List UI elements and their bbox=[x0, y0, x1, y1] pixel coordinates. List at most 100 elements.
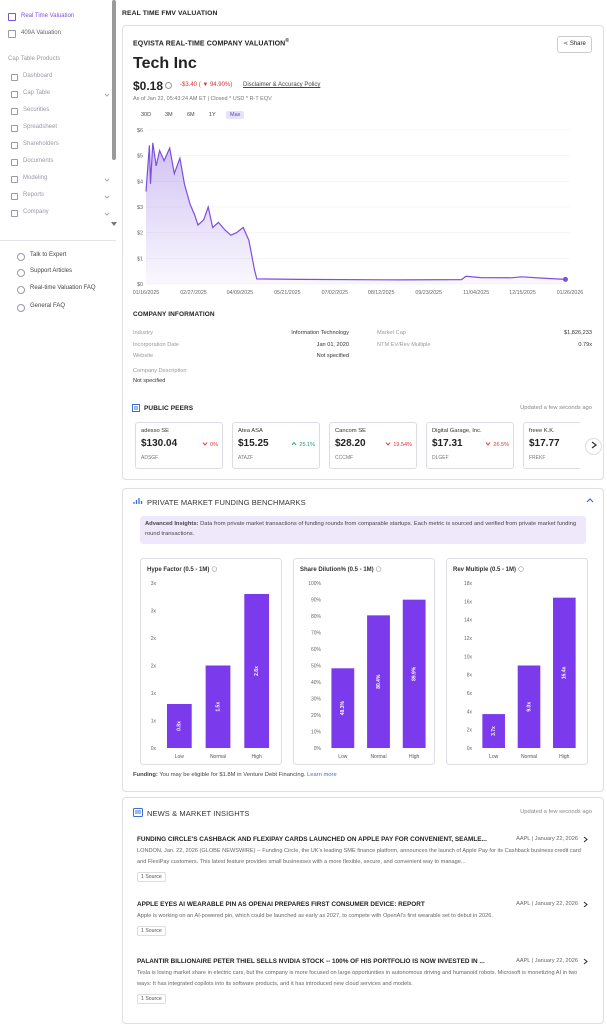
scrollbar[interactable] bbox=[112, 0, 116, 160]
share-button[interactable]: ⋖ Share bbox=[557, 36, 592, 53]
chevron[interactable] bbox=[583, 958, 588, 965]
x-tick-label: Low bbox=[175, 754, 185, 760]
funding-label: Funding: bbox=[133, 772, 158, 778]
x-tick-label: High bbox=[252, 754, 263, 760]
change-pct: ( ▼ 94.90%) bbox=[198, 82, 233, 88]
learn-more[interactable]: Learn more bbox=[307, 772, 337, 778]
icon bbox=[11, 142, 18, 149]
y-tick-label: 40% bbox=[311, 680, 322, 686]
change: -$3.40 bbox=[180, 82, 198, 88]
source-badge[interactable]: 1 Source bbox=[137, 872, 166, 882]
help-link[interactable]: Support Articles bbox=[30, 268, 73, 274]
y-tick-label: 3x bbox=[151, 609, 157, 615]
chevron-path bbox=[104, 178, 110, 182]
field-value: Jan 01, 2020 bbox=[316, 341, 349, 348]
icon bbox=[11, 125, 18, 132]
range-button[interactable]: 6M bbox=[187, 112, 195, 118]
source-badge[interactable]: 1 Source bbox=[137, 926, 166, 936]
next-button[interactable] bbox=[585, 438, 602, 455]
y-tick-label: 30% bbox=[311, 697, 322, 703]
news-meta: AAPL | January 22, 2026 bbox=[516, 901, 578, 907]
section-title: NEWS & MARKET INSIGHTS bbox=[147, 809, 250, 818]
help-link[interactable]: Real-time Valuation FAQ bbox=[30, 285, 96, 291]
section-title: PRIVATE MARKET FUNDING BENCHMARKS bbox=[147, 498, 306, 507]
news-title[interactable]: PALANTIR BILLIONAIRE PETER THIEL SELLS N… bbox=[137, 958, 485, 965]
news-title[interactable]: APPLE EYES AI WEARABLE PIN AS OPENAI PRE… bbox=[137, 901, 425, 908]
nav-item[interactable]: Company bbox=[23, 209, 49, 215]
y-tick-label: 0x bbox=[151, 746, 157, 752]
sidebar: Real Time Valuation 409A Valuation Cap T… bbox=[0, 0, 118, 330]
nav-item[interactable]: Documents bbox=[23, 158, 54, 164]
nav-item[interactable]: Modeling bbox=[23, 175, 48, 181]
y-tick-label: 4x bbox=[467, 709, 473, 715]
icon bbox=[11, 159, 18, 166]
range-button[interactable]: 1Y bbox=[209, 112, 216, 118]
icon bbox=[11, 210, 18, 217]
help-link[interactable]: General FAQ bbox=[30, 303, 66, 309]
chart-title: Hype Factor (0.5 - 1M) bbox=[147, 567, 209, 573]
heading-mark: ® bbox=[285, 38, 290, 44]
help-link[interactable]: Talk to Expert bbox=[30, 252, 67, 258]
peer-price: $17.31 bbox=[432, 438, 463, 449]
chevron-path bbox=[104, 212, 110, 216]
y-tick-label: 0% bbox=[314, 746, 322, 752]
nav-item[interactable]: Real Time Valuation bbox=[21, 13, 75, 19]
value-label: 48.3% bbox=[340, 701, 346, 716]
news-title[interactable]: FUNDING CIRCLE'S CASHBACK AND FLEXIPAY C… bbox=[137, 836, 487, 843]
y-tick-label: $3 bbox=[137, 205, 143, 211]
nav-item[interactable]: Shareholders bbox=[23, 141, 59, 147]
value-label: 0.8x bbox=[177, 721, 183, 731]
range-button[interactable]: 30D bbox=[141, 112, 152, 118]
nav-item[interactable]: 409A Valuation bbox=[21, 30, 61, 36]
price-chart: $0 $1 $2 $3 $4 $5 $6 01/16/2025 02/27/2025 04/09/… bbox=[133, 128, 584, 296]
icon bbox=[11, 176, 18, 183]
peer-card[interactable]: adesso SE $130.04 ADSGF 0% bbox=[135, 422, 223, 469]
peer-price: $15.25 bbox=[238, 438, 269, 449]
range-button[interactable]: Max bbox=[226, 111, 245, 119]
news-meta: AAPL | January 22, 2026 bbox=[516, 958, 578, 964]
section-title: COMPANY INFORMATION bbox=[133, 311, 215, 318]
source-badge[interactable]: 1 Source bbox=[137, 994, 166, 1004]
peer-card[interactable]: Cancom SE $28.20 CCCMF 19.54% bbox=[329, 422, 417, 469]
funding-note: Funding: You may be eligible for $1.8M i… bbox=[133, 772, 337, 778]
arrow bbox=[202, 442, 208, 446]
trend-arrow bbox=[292, 441, 297, 446]
nav-item[interactable]: Spreadsheet bbox=[23, 124, 58, 130]
trend-arrow bbox=[202, 442, 208, 446]
bar bbox=[331, 668, 355, 748]
y-tick-label: 70% bbox=[311, 631, 322, 637]
peer-card[interactable]: Atea ASA $15.25 ATAZF 25.1% bbox=[232, 422, 320, 469]
value-label: 9.0x bbox=[526, 702, 532, 712]
nav-item[interactable]: Reports bbox=[23, 192, 45, 198]
peer-ticker: ADSGF bbox=[141, 455, 159, 461]
nav-item[interactable]: Cap Table bbox=[23, 90, 50, 96]
peer-card[interactable]: Digital Garage, Inc. $17.31 DLGEF 26.5% bbox=[426, 422, 514, 469]
info-icon[interactable] bbox=[165, 82, 172, 89]
news-card bbox=[122, 797, 604, 1024]
nav-item[interactable]: Dashboard bbox=[23, 73, 53, 79]
news-meta: AAPL | January 22, 2026 bbox=[516, 836, 578, 842]
collapse-chevron[interactable] bbox=[586, 497, 594, 503]
y-tick-label: $2 bbox=[137, 231, 143, 237]
scroll-arrow[interactable] bbox=[110, 221, 118, 227]
range-button[interactable]: 3M bbox=[165, 112, 173, 118]
y-tick-label: $5 bbox=[137, 154, 143, 160]
field-label: Incorporation Date bbox=[133, 341, 180, 348]
peer-card[interactable]: freee K.K. $17.77 FREKF bbox=[523, 422, 580, 469]
x-tick-label: Low bbox=[489, 754, 499, 760]
funding-text: You may be eligible for $1.8M in Venture… bbox=[159, 772, 306, 778]
y-tick-label: 60% bbox=[311, 647, 322, 653]
y-tick-label: 0x bbox=[467, 746, 473, 752]
disclaimer-link[interactable]: Disclaimer & Accuracy Policy bbox=[243, 82, 321, 88]
peer-price: $17.77 bbox=[529, 438, 560, 449]
change-value: 25.1% bbox=[299, 442, 315, 448]
y-tick-label: 16x bbox=[464, 599, 473, 605]
trend-arrow bbox=[385, 442, 391, 446]
news-body: LONDON, Jan. 22, 2026 (GLOBE NEWSWIRE) -… bbox=[137, 848, 581, 865]
chevron[interactable] bbox=[583, 901, 588, 908]
x-tick-label: 11/04/2025 bbox=[463, 290, 489, 296]
y-tick-label: 100% bbox=[308, 581, 321, 587]
chevron[interactable] bbox=[583, 836, 588, 843]
nav-item[interactable]: Securities bbox=[23, 107, 50, 113]
